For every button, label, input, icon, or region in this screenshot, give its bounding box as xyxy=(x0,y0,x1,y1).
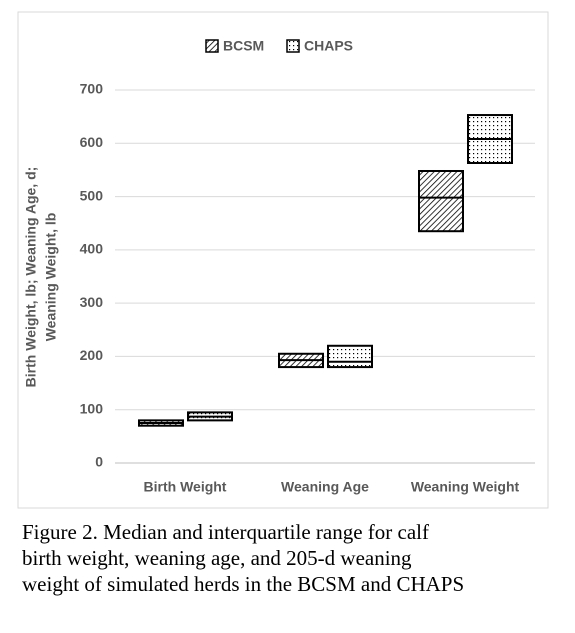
x-tick-label: Birth Weight xyxy=(144,479,227,495)
legend-label: CHAPS xyxy=(304,38,353,54)
caption: weight of simulated herds in the BCSM an… xyxy=(22,572,464,596)
caption: Figure 2. Median and interquartile range… xyxy=(22,520,429,544)
x-tick-label: Weaning Age xyxy=(281,479,369,495)
y-axis-label: Birth Weight, lb; Weaning Age, d; xyxy=(23,167,39,388)
y-axis-label: Weaning Weight, lb xyxy=(43,213,59,342)
chart-frame xyxy=(17,11,549,509)
y-tick-label: 200 xyxy=(80,347,104,363)
y-tick-label: 400 xyxy=(80,241,104,257)
y-tick-label: 500 xyxy=(80,187,104,203)
x-tick-label: Weaning Weight xyxy=(411,479,520,495)
y-tick-label: 0 xyxy=(95,454,103,470)
legend-swatch xyxy=(205,39,219,53)
y-tick-label: 600 xyxy=(80,134,104,150)
caption: birth weight, weaning age, and 205-d wea… xyxy=(22,546,412,570)
legend-label: BCSM xyxy=(223,38,264,54)
iqr-box xyxy=(418,169,464,233)
y-tick-label: 700 xyxy=(80,81,104,97)
legend-swatch xyxy=(286,39,300,53)
y-tick-label: 300 xyxy=(80,294,104,310)
y-tick-label: 100 xyxy=(80,400,104,416)
iqr-box xyxy=(327,344,373,369)
